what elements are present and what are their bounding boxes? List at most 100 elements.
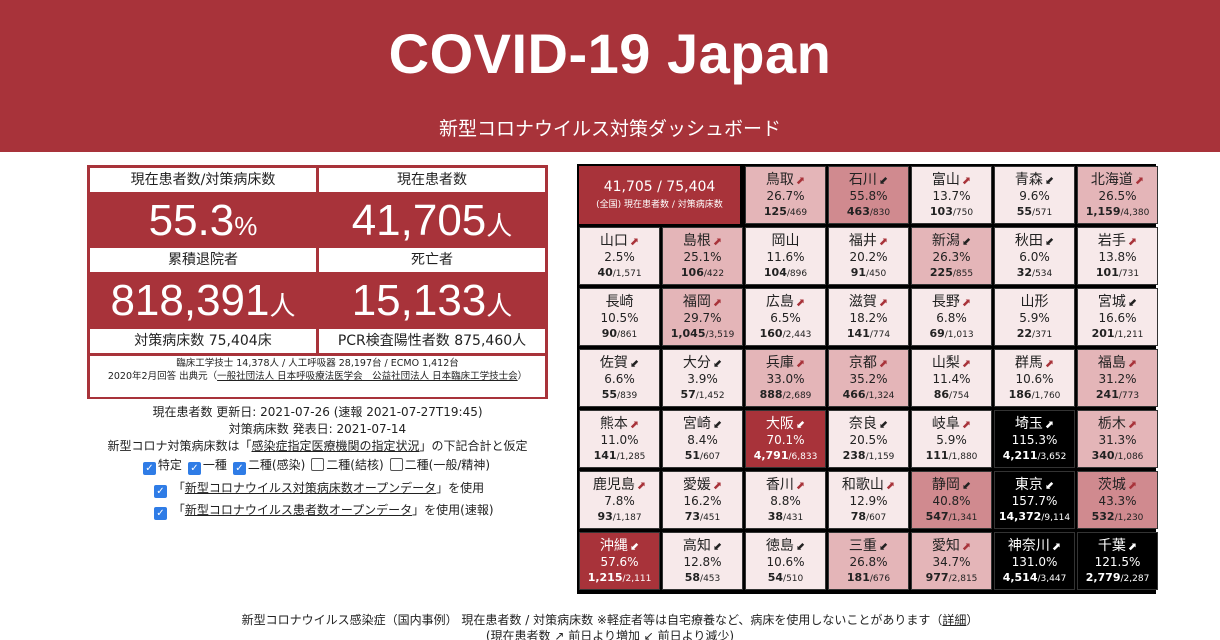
beds-opendata-checkbox[interactable]: ✓ <box>154 485 167 498</box>
prefecture-tile[interactable]: 滋賀 ⬈ 18.2% 141/774 <box>828 288 909 346</box>
prefecture-tile[interactable]: 北海道 ⬈ 26.5% 1,159/4,380 <box>1077 166 1158 224</box>
prefecture-tile[interactable]: 沖縄 ⬋ 57.6% 1,215/2,111 <box>579 532 660 590</box>
prefecture-name: 鹿児島 ⬈ <box>580 476 659 494</box>
bed-count: 774 <box>872 330 891 340</box>
prefecture-tile[interactable]: 埼玉 ⬈ 115.3% 4,211/3,652 <box>994 410 1075 468</box>
prefecture-tile[interactable]: 高知 ⬋ 12.8% 58/453 <box>662 532 743 590</box>
count-separator: / <box>1032 330 1036 340</box>
prefecture-tile[interactable]: 京都 ⬈ 35.2% 466/1,324 <box>828 349 909 407</box>
prefecture-tile[interactable]: 東京 ⬋ 157.7% 14,372/9,114 <box>994 471 1075 529</box>
prefecture-ratio: 31.2% <box>1098 372 1137 386</box>
trend-down-icon: ⬋ <box>1044 479 1055 492</box>
prefecture-tile[interactable]: 福島 ⬈ 31.2% 241/773 <box>1077 349 1158 407</box>
prefecture-tile[interactable]: 岐阜 ⬈ 5.9% 111/1,880 <box>911 410 992 468</box>
prefecture-tile[interactable]: 愛媛 ⬈ 16.2% 73/451 <box>662 471 743 529</box>
details-link[interactable]: 詳細 <box>942 613 967 627</box>
bed-type-checkbox[interactable]: ✓ <box>187 462 201 475</box>
bed-type-checkbox[interactable] <box>311 458 325 471</box>
prefecture-ratio: 6.0% <box>1019 250 1050 264</box>
patients-opendata-checkbox[interactable]: ✓ <box>154 507 167 520</box>
prefecture-tile[interactable]: 香川 ⬈ 8.8% 38/431 <box>745 471 826 529</box>
prefecture-name-text: 佐賀 <box>599 355 628 371</box>
count-separator: / <box>782 391 786 401</box>
bed-type-checkbox[interactable]: ✓ <box>232 462 246 475</box>
prefecture-name-text: 静岡 <box>931 477 960 493</box>
prefecture-tile[interactable]: 福岡 ⬈ 29.7% 1,045/3,519 <box>662 288 743 346</box>
prefecture-tile[interactable]: 熊本 ⬈ 11.0% 141/1,285 <box>579 410 660 468</box>
prefecture-tile[interactable]: 富山 ⬈ 13.7% 103/750 <box>911 166 992 224</box>
bed-count: 1,324 <box>868 391 895 401</box>
prefecture-tile[interactable]: 石川 ⬋ 55.8% 463/830 <box>828 166 909 224</box>
prefecture-tile[interactable]: 福井 ⬈ 20.2% 91/450 <box>828 227 909 285</box>
count-separator: / <box>700 574 704 584</box>
bed-count: 571 <box>1035 208 1053 218</box>
prefecture-tile[interactable]: 大分 ⬋ 3.9% 57/1,452 <box>662 349 743 407</box>
prefecture-tile[interactable]: 大阪 ⬋ 70.1% 4,791/6,833 <box>745 410 826 468</box>
prefecture-counts: 141/1,285 <box>580 448 659 463</box>
prefecture-tile[interactable]: 茨城 ⬈ 43.3% 532/1,230 <box>1077 471 1158 529</box>
prefecture-counts: 201/1,211 <box>1078 326 1157 341</box>
prefecture-counts: 38/431 <box>746 509 825 524</box>
current-patients: 160 <box>759 327 783 340</box>
prefecture-tile[interactable]: 山口 ⬈ 2.5% 40/1,571 <box>579 227 660 285</box>
prefecture-tile[interactable]: 神奈川 ⬈ 131.0% 4,514/3,447 <box>994 532 1075 590</box>
prefecture-name-text: 群馬 <box>1014 355 1043 371</box>
prefecture-tile[interactable]: 新潟 ⬋ 26.3% 225/855 <box>911 227 992 285</box>
bed-count: 371 <box>1035 330 1053 340</box>
prefecture-tile[interactable]: 宮城 ⬋ 16.6% 201/1,211 <box>1077 288 1158 346</box>
designation-link[interactable]: 感染症指定医療機関の指定状況 <box>251 439 420 453</box>
prefecture-tile[interactable]: 三重 ⬋ 26.8% 181/676 <box>828 532 909 590</box>
bed-type-checkbox[interactable]: ✓ <box>142 462 156 475</box>
prefecture-counts: 90/861 <box>580 326 659 341</box>
trend-up-icon: ⬈ <box>885 479 896 492</box>
prefecture-tile[interactable]: 兵庫 ⬈ 33.0% 888/2,689 <box>745 349 826 407</box>
prefecture-tile[interactable]: 奈良 ⬋ 20.5% 238/1,159 <box>828 410 909 468</box>
current-patients: 57 <box>680 388 696 401</box>
prefecture-tile[interactable]: 青森 ⬋ 9.6% 55/571 <box>994 166 1075 224</box>
prefecture-tile[interactable]: 宮崎 ⬋ 8.4% 51/607 <box>662 410 743 468</box>
trend-down-icon: ⬋ <box>1044 235 1055 248</box>
beds-opendata-link[interactable]: 新型コロナウイルス対策病床数オープンデータ <box>184 481 437 495</box>
count-separator: / <box>865 391 869 401</box>
prefecture-tile[interactable]: 鳥取 ⬈ 26.7% 125/469 <box>745 166 826 224</box>
current-patients: 888 <box>759 388 783 401</box>
prefecture-tile[interactable]: 群馬 ⬈ 10.6% 186/1,760 <box>994 349 1075 407</box>
prefecture-tile[interactable]: 山形 5.9% 22/371 <box>994 288 1075 346</box>
prefecture-tile[interactable]: 栃木 ⬈ 31.3% 340/1,086 <box>1077 410 1158 468</box>
prefecture-tile[interactable]: 佐賀 ⬋ 6.6% 55/839 <box>579 349 660 407</box>
patients-opendata-link[interactable]: 新型コロナウイルス患者数オープンデータ <box>184 503 413 517</box>
prefecture-name: 三重 ⬋ <box>829 537 908 555</box>
bed-count: 1,341 <box>951 513 978 523</box>
prefecture-tile[interactable]: 岩手 ⬈ 13.8% 101/731 <box>1077 227 1158 285</box>
trend-up-icon: ⬈ <box>961 174 972 187</box>
prefecture-tile[interactable]: 長崎 10.5% 90/861 <box>579 288 660 346</box>
prefecture-counts: 547/1,341 <box>912 509 991 524</box>
prefecture-tile[interactable]: 和歌山 ⬈ 12.9% 78/607 <box>828 471 909 529</box>
prefecture-tile[interactable]: 長野 ⬈ 6.8% 69/1,013 <box>911 288 992 346</box>
current-patients: 186 <box>1008 388 1032 401</box>
prefecture-tile[interactable]: 島根 ⬈ 25.1% 106/422 <box>662 227 743 285</box>
bed-type-checkbox[interactable] <box>389 458 403 471</box>
prefecture-counts: 225/855 <box>912 265 991 280</box>
prefecture-tile[interactable]: 鹿児島 ⬈ 7.8% 93/1,187 <box>579 471 660 529</box>
prefecture-tile[interactable]: 千葉 ⬈ 121.5% 2,779/2,287 <box>1077 532 1158 590</box>
prefecture-tile[interactable]: 徳島 ⬋ 10.6% 54/510 <box>745 532 826 590</box>
prefecture-tile[interactable]: 広島 ⬈ 6.5% 160/2,443 <box>745 288 826 346</box>
source-link[interactable]: 一般社団法人 日本呼吸療法医学会 公益社団法人 日本臨床工学技士会 <box>217 371 518 382</box>
prefecture-tile[interactable]: 静岡 ⬋ 40.8% 547/1,341 <box>911 471 992 529</box>
prefecture-ratio: 33.0% <box>766 372 805 386</box>
prefecture-counts: 91/450 <box>829 265 908 280</box>
prefecture-name: 福井 ⬈ <box>829 232 908 250</box>
prefecture-name-text: 千葉 <box>1097 538 1126 554</box>
prefecture-tile[interactable]: 岡山 11.6% 104/896 <box>745 227 826 285</box>
count-separator: / <box>1037 452 1041 462</box>
prefecture-name-text: 東京 <box>1014 477 1043 493</box>
prefecture-tile[interactable]: 秋田 ⬋ 6.0% 32/534 <box>994 227 1075 285</box>
national-summary-label: (全国) 現在患者数 / 対策病床数 <box>596 200 723 210</box>
count-separator: / <box>869 574 873 584</box>
prefecture-tile[interactable]: 愛知 ⬈ 34.7% 977/2,815 <box>911 532 992 590</box>
bed-count: 1,187 <box>615 513 642 523</box>
prefecture-counts: 69/1,013 <box>912 326 991 341</box>
prefecture-name: 奈良 ⬋ <box>829 415 908 433</box>
prefecture-tile[interactable]: 山梨 ⬈ 11.4% 86/754 <box>911 349 992 407</box>
